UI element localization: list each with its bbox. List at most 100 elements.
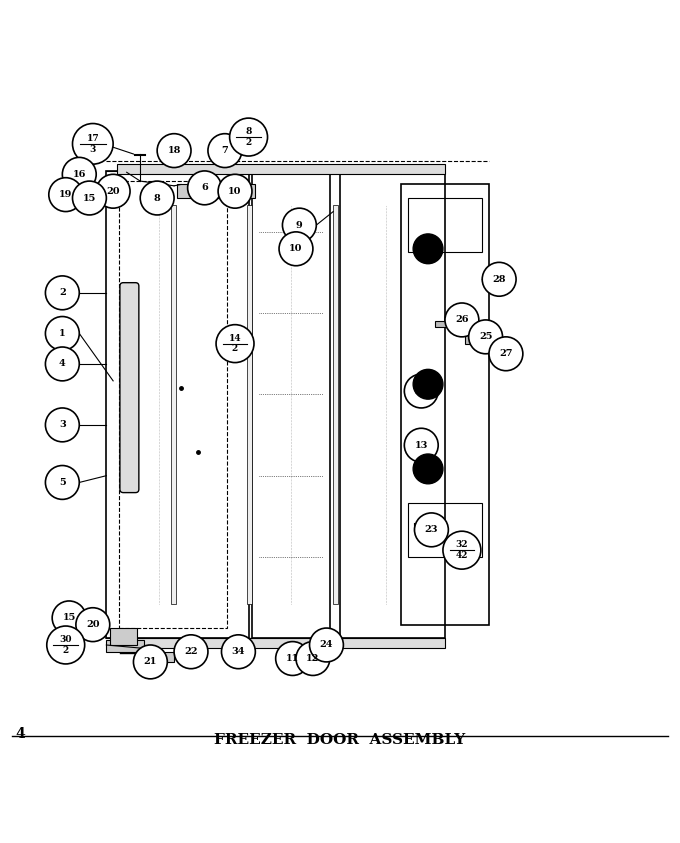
Text: 23: 23 [425, 525, 438, 534]
Circle shape [174, 635, 208, 668]
Text: 6: 6 [201, 184, 208, 192]
Circle shape [469, 319, 503, 354]
Text: 10: 10 [228, 187, 242, 196]
Text: 28: 28 [492, 275, 506, 284]
Circle shape [133, 645, 167, 679]
Bar [465, 316, 473, 344]
Circle shape [188, 171, 222, 205]
Bar [252, 171, 330, 638]
Bar [333, 205, 338, 604]
Text: 27: 27 [499, 349, 513, 358]
Text: 15: 15 [83, 194, 96, 202]
Circle shape [296, 642, 330, 675]
Circle shape [46, 347, 80, 381]
Circle shape [46, 276, 80, 309]
Text: 10: 10 [289, 244, 303, 253]
Text: 16: 16 [73, 169, 86, 179]
Text: 5: 5 [59, 478, 66, 487]
Bar [171, 205, 176, 604]
Circle shape [96, 175, 130, 208]
Circle shape [157, 134, 191, 168]
Text: 2: 2 [245, 138, 252, 147]
Circle shape [230, 118, 267, 156]
Circle shape [445, 303, 479, 337]
Text: 18: 18 [167, 146, 181, 155]
Text: 29: 29 [415, 387, 428, 395]
Bar [150, 652, 174, 662]
Circle shape [405, 428, 438, 462]
Bar [116, 164, 445, 175]
Bar [118, 181, 227, 628]
Bar [435, 321, 469, 327]
Circle shape [489, 337, 523, 371]
Circle shape [413, 234, 443, 264]
FancyBboxPatch shape [120, 282, 139, 492]
Text: 12: 12 [306, 654, 320, 663]
Text: FREEZER  DOOR  ASSEMBLY: FREEZER DOOR ASSEMBLY [214, 733, 466, 747]
Bar [401, 185, 489, 625]
Circle shape [76, 608, 109, 642]
Circle shape [413, 454, 443, 484]
Bar [340, 171, 445, 638]
Text: 8: 8 [245, 127, 252, 137]
Text: 3: 3 [59, 421, 66, 429]
Bar [408, 502, 482, 557]
Text: 22: 22 [184, 647, 198, 656]
Text: 13: 13 [415, 441, 428, 449]
Circle shape [46, 316, 80, 351]
Text: 25: 25 [479, 332, 492, 341]
Circle shape [140, 181, 174, 215]
Circle shape [443, 531, 481, 569]
Circle shape [73, 181, 106, 215]
Circle shape [413, 369, 443, 399]
Circle shape [46, 408, 80, 442]
Text: 11: 11 [286, 654, 299, 663]
Bar [109, 628, 137, 645]
Text: 2: 2 [232, 345, 238, 353]
Text: 17: 17 [86, 134, 99, 142]
Text: 2: 2 [59, 288, 66, 298]
Circle shape [208, 134, 242, 168]
Bar [218, 185, 256, 198]
Circle shape [405, 374, 438, 408]
Text: 34: 34 [232, 647, 245, 656]
Circle shape [63, 158, 96, 191]
Bar [247, 205, 252, 604]
Text: 14: 14 [228, 334, 241, 343]
Circle shape [275, 642, 309, 675]
Bar [408, 198, 482, 252]
Circle shape [47, 626, 85, 664]
Circle shape [73, 124, 113, 164]
Bar [106, 640, 143, 652]
Text: 3: 3 [90, 145, 96, 154]
Circle shape [415, 513, 448, 547]
Bar [177, 185, 218, 198]
Text: 26: 26 [455, 315, 469, 325]
Text: 7: 7 [222, 146, 228, 155]
Bar [116, 638, 445, 648]
Bar [106, 171, 249, 638]
Circle shape [279, 232, 313, 266]
Text: 19: 19 [59, 191, 72, 199]
Circle shape [218, 175, 252, 208]
Text: 21: 21 [143, 658, 157, 667]
Circle shape [46, 465, 80, 499]
Circle shape [309, 628, 343, 662]
Text: 4: 4 [15, 728, 24, 741]
Circle shape [49, 178, 83, 212]
Circle shape [222, 635, 256, 668]
Text: 9: 9 [296, 221, 303, 229]
Circle shape [52, 601, 86, 635]
Text: 2: 2 [63, 646, 69, 655]
Circle shape [282, 208, 316, 242]
Text: 32: 32 [456, 540, 469, 550]
Text: 8: 8 [154, 194, 160, 202]
Text: 20: 20 [106, 187, 120, 196]
Text: 30: 30 [59, 635, 72, 644]
Text: 24: 24 [320, 641, 333, 649]
Circle shape [482, 262, 516, 296]
Text: 15: 15 [63, 614, 75, 622]
Text: 1: 1 [59, 329, 66, 338]
Circle shape [216, 325, 254, 362]
Text: 20: 20 [86, 620, 100, 629]
